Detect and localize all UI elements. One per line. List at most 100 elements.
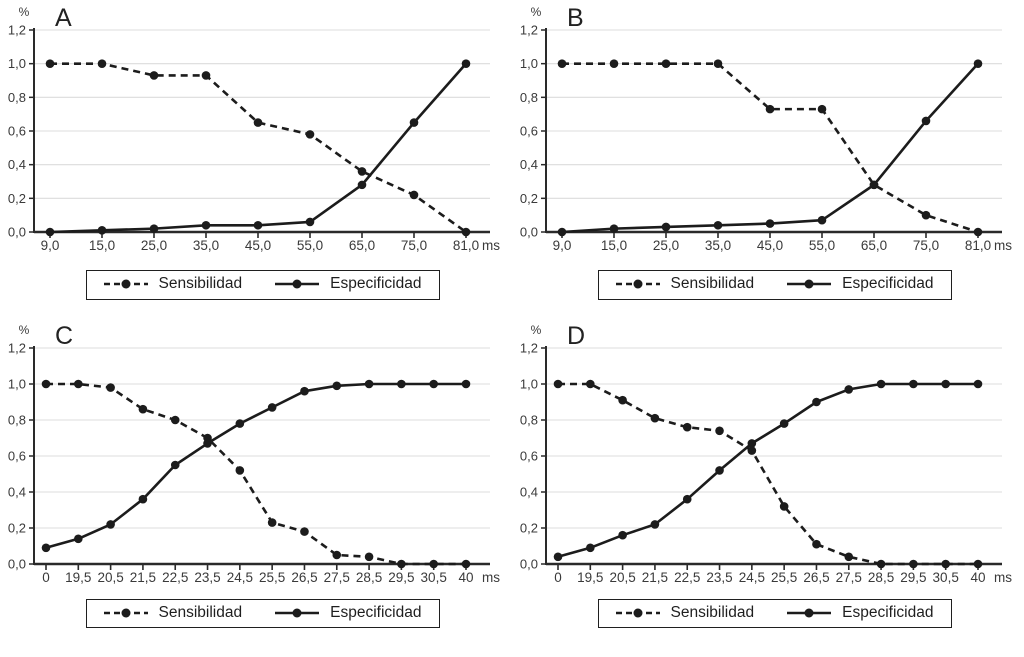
data-point-marker [305, 130, 315, 139]
chart-panel-d: 0,0 0,2 0,4 0,6 0,8 1,0 1,2 0 19,5 20,5 21,5 22,5 23… [520, 322, 1012, 585]
data-point-marker [357, 180, 367, 190]
data-point-marker [461, 59, 471, 68]
data-point-marker [235, 418, 245, 428]
x-tick-label: 29,5 [388, 570, 414, 585]
dashed-line-swatch-icon [615, 279, 660, 289]
x-tick-label: 55,0 [809, 238, 835, 253]
legend-panel-d: Sensibilidad Especificidad [597, 598, 953, 629]
data-point-marker [779, 418, 789, 428]
legend-wrap-a: Sensibilidad Especificidad [0, 270, 506, 300]
data-point-marker [461, 379, 471, 388]
data-point-marker [713, 220, 723, 230]
x-tick-label: 23,5 [194, 570, 220, 585]
data-point-marker [41, 543, 51, 552]
data-point-marker [305, 217, 315, 227]
data-point-marker [409, 190, 419, 200]
x-tick-label: 20,5 [97, 570, 123, 585]
panel-letter: A [55, 4, 72, 32]
data-point-marker [149, 224, 159, 233]
x-unit-label: ms [482, 570, 500, 585]
y-tick-label: 1,0 [8, 376, 26, 391]
data-point-marker [138, 494, 148, 504]
legend-wrap-c: Sensibilidad Especificidad [0, 598, 506, 629]
chart-panel-b: 0,0 0,2 0,4 0,6 0,8 1,0 1,2 9,0 15,0 25,0 35,0 45,0… [520, 4, 1012, 253]
x-unit-label: ms [994, 570, 1012, 585]
data-point-marker [682, 422, 692, 432]
chart-panel-a: 0,0 0,2 0,4 0,6 0,8 1,0 1,2 9,0 15,0 25,0 35,0 45,0… [8, 4, 500, 253]
data-point-marker [74, 534, 83, 543]
legend-label-especificidad: Especificidad [842, 275, 934, 292]
panel-d: 0,0 0,2 0,4 0,6 0,8 1,0 1,2 0 19,5 20,5 21,5 22,5 23… [512, 314, 1024, 629]
legend-label-especificidad: Especificidad [330, 275, 422, 292]
data-point-marker [973, 227, 983, 237]
x-tick-label: 75,0 [913, 238, 939, 253]
panel-a: 0,0 0,2 0,4 0,6 0,8 1,0 1,2 9,0 15,0 25,0 35,0 45,0… [0, 4, 512, 300]
data-point-marker [253, 220, 263, 230]
x-tick-label: 24,5 [227, 570, 253, 585]
data-point-marker [618, 530, 627, 540]
x-tick-label: 45,0 [757, 238, 783, 253]
data-point-marker [364, 379, 374, 388]
data-point-marker [921, 210, 931, 220]
x-tick-label: 9,0 [41, 238, 60, 253]
y-tick-label: 0,8 [520, 412, 538, 427]
data-point-marker [364, 552, 374, 561]
legend-label-sensibilidad: Sensibilidad [158, 275, 243, 292]
x-tick-label: 24,5 [739, 570, 765, 585]
data-point-marker [74, 379, 83, 388]
x-tick-label: 27,5 [324, 570, 350, 585]
series-line-especificidad [557, 382, 978, 558]
data-point-marker [844, 552, 854, 561]
x-tick-label: 29,5 [900, 570, 926, 585]
x-tick-label: 28,5 [356, 570, 382, 585]
dashed-line-swatch-icon [103, 279, 148, 289]
x-tick-label: 23,5 [706, 570, 732, 585]
chart-panel-c: 0,0 0,2 0,4 0,6 0,8 1,0 1,2 0 19,5 20,5 21,5 22,5 23… [8, 322, 500, 585]
x-tick-label: 25,0 [141, 238, 167, 253]
y-tick-label: 0,8 [8, 90, 26, 105]
data-point-marker [300, 386, 309, 396]
legend-label-sensibilidad: Sensibilidad [670, 275, 755, 292]
data-point-marker [409, 118, 419, 127]
y-tick-label: 1,0 [520, 56, 538, 71]
x-tick-label: 55,0 [297, 238, 323, 253]
y-tick-label: 0,4 [8, 484, 26, 499]
y-tick-label: 1,2 [8, 23, 26, 38]
data-point-marker [586, 543, 595, 552]
x-tick-label: 30,5 [933, 570, 959, 585]
y-axis-unit-label: % [531, 5, 542, 19]
legend-item-sensibilidad: Sensibilidad [101, 604, 242, 623]
legend-item-especificidad: Especificidad [272, 604, 421, 623]
data-point-marker [461, 559, 471, 568]
series-line-especificidad [49, 62, 467, 234]
data-point-marker [201, 71, 211, 80]
x-tick-label: 26,5 [291, 570, 317, 585]
data-point-marker [650, 413, 660, 423]
y-tick-label: 1,0 [520, 376, 538, 391]
legend-item-sensibilidad: Sensibilidad [613, 275, 755, 294]
y-tick-label: 0,4 [8, 157, 26, 172]
data-point-marker [812, 539, 821, 549]
legend-item-sensibilidad: Sensibilidad [101, 275, 243, 294]
data-point-marker [397, 379, 406, 388]
data-point-marker [609, 224, 619, 233]
data-point-marker [332, 550, 342, 559]
y-tick-label: 0,8 [8, 412, 26, 427]
solid-line-swatch-icon [787, 279, 832, 289]
data-point-marker [429, 559, 438, 568]
x-tick-label: 20,5 [609, 570, 635, 585]
y-tick-label: 0,2 [8, 520, 26, 535]
data-point-marker [661, 59, 671, 68]
data-point-marker [682, 494, 692, 504]
data-point-marker [106, 519, 115, 529]
data-point-marker [921, 116, 931, 126]
data-point-marker [713, 59, 723, 68]
x-unit-label: ms [994, 238, 1012, 253]
x-tick-label: 81,0 [965, 238, 991, 253]
y-axis-unit-label: % [531, 323, 542, 337]
data-point-marker [618, 395, 627, 405]
x-unit-label: ms [482, 238, 500, 253]
series-line-sensibilidad [562, 62, 979, 234]
data-point-marker [203, 438, 212, 448]
data-point-marker [267, 402, 277, 412]
